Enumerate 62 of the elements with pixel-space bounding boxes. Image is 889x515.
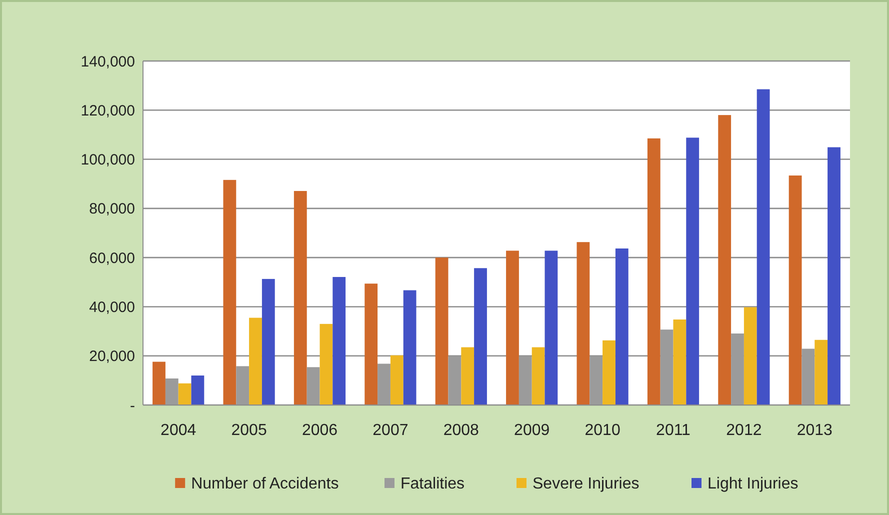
bar [390,355,404,405]
legend-label: Light Injuries [708,476,798,493]
bar [576,242,590,405]
bar [320,324,333,405]
x-tick-label: 2005 [231,422,267,439]
bar [435,258,448,405]
x-tick-label: 2010 [584,422,620,439]
bar [602,340,616,405]
y-tick-label: 40,000 [89,298,135,316]
x-tick-label: 2013 [796,422,833,439]
bar [828,147,840,405]
x-tick-label: 2011 [656,422,691,439]
bar [518,356,532,405]
x-tick-label: 2012 [726,422,762,439]
legend-label: Fatalities [400,476,465,493]
bar [802,348,815,405]
bar [306,367,320,405]
bar [364,284,378,405]
y-tick-label: 100,000 [80,152,135,169]
bar [448,356,462,405]
bar [615,248,628,405]
x-tick-label: 2004 [160,422,196,439]
x-tick-label: 2007 [372,422,408,439]
y-tick-label: 140,000 [80,53,135,70]
bar [686,138,700,405]
bar [731,333,744,405]
bar [532,347,545,405]
bar [262,278,275,405]
bar [403,290,416,405]
bar [165,378,178,405]
y-tick-label: 80,000 [89,200,135,218]
bar [474,268,487,405]
bar [223,180,236,405]
bar [590,356,603,405]
y-tick-label: 120,000 [80,102,135,120]
bar [294,190,307,405]
bar [673,319,686,405]
bar [660,330,674,405]
bar [178,383,192,405]
bar [378,364,390,405]
bar [506,250,519,405]
bar [788,176,802,405]
bar [544,250,558,405]
bar [814,340,828,405]
bar [332,276,346,405]
x-tick-label: 2006 [302,422,338,439]
bar [249,318,262,405]
bar [191,376,204,405]
legend-label: Number of Accidents [191,476,339,493]
x-tick-label: 2009 [514,422,550,439]
bar [744,307,757,405]
bar [152,362,166,405]
bar [647,138,660,405]
y-tick-label: 20,000 [89,348,135,366]
y-tick-label: 60,000 [89,250,135,267]
bar [461,347,474,405]
bar [236,366,250,405]
bar [718,115,732,405]
y-tick-label: - [130,397,135,414]
bar [756,89,770,405]
legend-label: Severe Injuries [532,476,640,493]
x-tick-label: 2008 [443,422,480,439]
